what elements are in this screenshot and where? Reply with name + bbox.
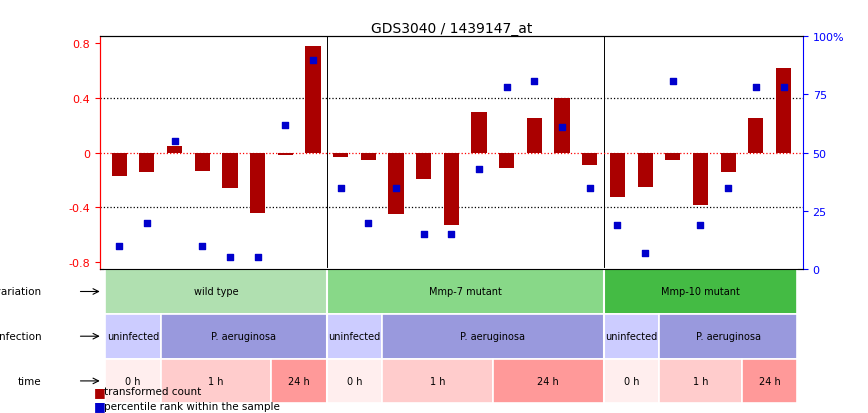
Bar	[194, 153, 210, 171]
Point	[444, 231, 458, 238]
Bar	[742, 358, 798, 403]
Text: uninfected: uninfected	[328, 331, 380, 342]
Text: P. aeruginosa: P. aeruginosa	[211, 331, 276, 342]
Point	[417, 231, 431, 238]
Title: GDS3040 / 1439147_at: GDS3040 / 1439147_at	[371, 22, 532, 36]
Bar	[748, 119, 764, 153]
Point	[140, 220, 154, 226]
Bar	[326, 314, 382, 358]
Point	[389, 185, 403, 192]
Bar	[250, 153, 266, 214]
Bar	[444, 153, 459, 226]
Text: Mmp-7 mutant: Mmp-7 mutant	[429, 287, 502, 297]
Text: percentile rank within the sample: percentile rank within the sample	[104, 401, 280, 411]
Bar	[493, 358, 603, 403]
Bar	[361, 153, 376, 160]
Bar	[471, 112, 487, 153]
Bar	[603, 270, 798, 314]
Point	[195, 243, 209, 249]
Bar	[388, 153, 404, 215]
Text: 0 h: 0 h	[125, 376, 141, 386]
Bar	[326, 358, 382, 403]
Point	[361, 220, 375, 226]
Point	[279, 122, 293, 129]
Bar	[105, 270, 326, 314]
Bar	[112, 153, 127, 177]
Bar	[161, 358, 272, 403]
Point	[168, 138, 181, 145]
Bar	[527, 119, 542, 153]
Bar	[637, 153, 653, 188]
Bar	[105, 314, 161, 358]
Bar	[582, 153, 597, 166]
Point	[582, 185, 596, 192]
Bar	[720, 153, 736, 173]
Bar	[610, 153, 625, 197]
Bar	[659, 314, 798, 358]
Text: 24 h: 24 h	[288, 376, 310, 386]
Bar	[776, 69, 791, 153]
Point	[721, 185, 735, 192]
Text: uninfected: uninfected	[107, 331, 159, 342]
Text: time: time	[18, 376, 42, 386]
Point	[694, 222, 707, 229]
Text: P. aeruginosa: P. aeruginosa	[695, 331, 760, 342]
Text: 1 h: 1 h	[693, 376, 708, 386]
Bar	[306, 47, 320, 153]
Bar	[326, 270, 603, 314]
Point	[251, 254, 265, 261]
Point	[528, 78, 542, 85]
Bar	[693, 153, 708, 205]
Point	[306, 57, 320, 64]
Text: Mmp-10 mutant: Mmp-10 mutant	[661, 287, 740, 297]
Point	[223, 254, 237, 261]
Bar	[382, 314, 603, 358]
Bar	[105, 358, 161, 403]
Text: 0 h: 0 h	[623, 376, 639, 386]
Text: 24 h: 24 h	[759, 376, 780, 386]
Bar	[139, 153, 155, 173]
Point	[777, 85, 791, 92]
Point	[333, 185, 347, 192]
Point	[638, 250, 652, 256]
Bar	[499, 153, 515, 169]
Text: 1 h: 1 h	[430, 376, 445, 386]
Text: genotype/variation: genotype/variation	[0, 287, 42, 297]
Bar	[555, 99, 569, 153]
Bar	[665, 153, 681, 160]
Point	[500, 85, 514, 92]
Point	[112, 243, 126, 249]
Bar	[603, 358, 659, 403]
Point	[610, 222, 624, 229]
Bar	[382, 358, 493, 403]
Bar	[161, 314, 326, 358]
Bar	[167, 147, 182, 153]
Bar	[603, 314, 659, 358]
Text: 1 h: 1 h	[208, 376, 224, 386]
Bar	[333, 153, 348, 157]
Text: transformed count: transformed count	[104, 387, 201, 396]
Bar	[222, 153, 238, 189]
Text: uninfected: uninfected	[605, 331, 657, 342]
Point	[472, 166, 486, 173]
Text: wild type: wild type	[194, 287, 239, 297]
Text: P. aeruginosa: P. aeruginosa	[460, 331, 525, 342]
Bar	[659, 358, 742, 403]
Text: 24 h: 24 h	[537, 376, 559, 386]
Bar	[278, 153, 293, 156]
Point	[749, 85, 763, 92]
Text: 0 h: 0 h	[346, 376, 362, 386]
Bar	[416, 153, 431, 179]
Bar	[272, 358, 326, 403]
Point	[666, 78, 680, 85]
Point	[556, 124, 569, 131]
Text: ■: ■	[94, 399, 106, 412]
Text: infection: infection	[0, 331, 42, 342]
Text: ■: ■	[94, 385, 106, 398]
